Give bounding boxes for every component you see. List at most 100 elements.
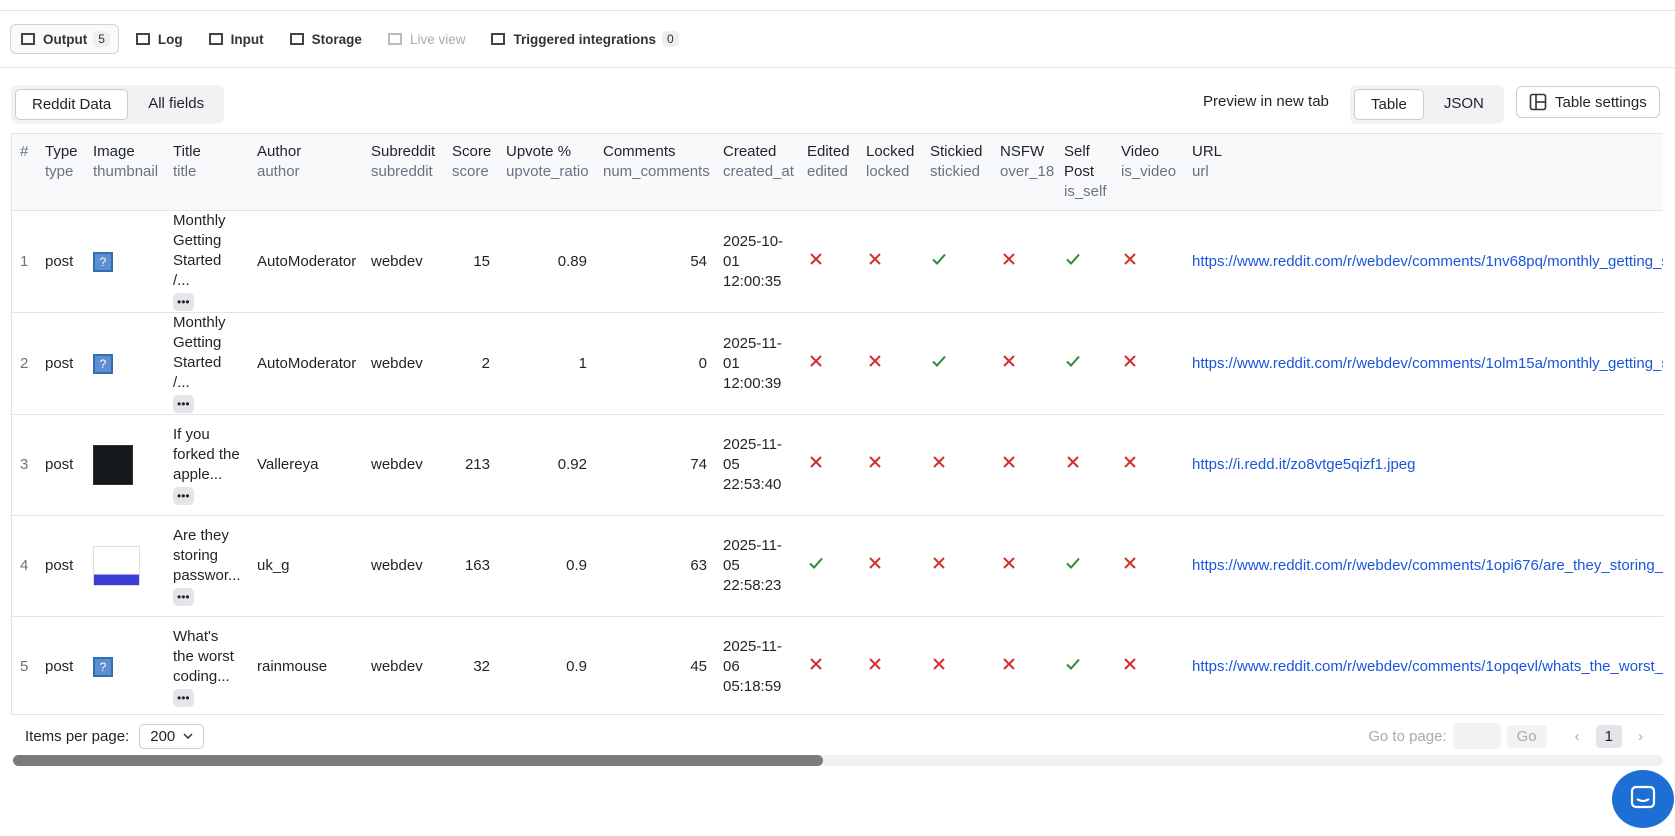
cell-url: https://www.reddit.com/r/webdev/comments… — [1184, 616, 1663, 714]
cell-author: AutoModerator — [249, 312, 363, 415]
tab[interactable]: Live view — [377, 24, 475, 54]
tab-label: Storage — [311, 31, 362, 47]
next-page[interactable]: › — [1638, 727, 1643, 745]
items-value: 200 — [150, 727, 176, 745]
prev-page[interactable]: ‹ — [1574, 727, 1580, 745]
toggle-option[interactable]: All fields — [148, 95, 205, 112]
column-title: Score — [452, 143, 492, 160]
cell-type: post — [37, 210, 85, 313]
column-title: Created — [723, 143, 777, 160]
goto-input[interactable] — [1452, 723, 1501, 749]
tab-icon — [135, 33, 150, 45]
cell-stickied — [922, 210, 992, 313]
cell-edited — [799, 312, 858, 415]
cell-edited — [799, 414, 858, 516]
table-row: 4 post Are they storing passwor... ••• uk_g w… — [12, 515, 1663, 617]
cell-edited — [799, 616, 858, 714]
cell-author: rainmouse — [249, 616, 363, 714]
cell-thumbnail: ? — [85, 616, 165, 714]
column-title: Type — [45, 143, 78, 160]
expand-button[interactable]: ••• — [173, 293, 194, 311]
column-header: Type type — [37, 134, 85, 211]
cell-created: 2025-11-05 22:53:40 — [715, 414, 799, 516]
table-row: 2 post? Monthly Getting Started /... ••• Aut… — [12, 312, 1663, 415]
cell-author: AutoModerator — [249, 210, 363, 313]
title-text: If you forked the apple... — [173, 425, 240, 483]
preview-link[interactable]: Preview in new tab — [1203, 93, 1329, 110]
cross-icon — [810, 456, 822, 468]
cell-over-18 — [992, 312, 1056, 415]
column-header: Author author — [249, 134, 363, 211]
tab[interactable]: Triggered integrations 0 — [480, 24, 687, 54]
expand-button[interactable]: ••• — [173, 395, 194, 413]
toggle-option[interactable]: JSON — [1443, 95, 1484, 112]
items-select[interactable]: 200 — [139, 723, 205, 749]
cell-over-18 — [992, 414, 1056, 516]
column-field: is_video — [1121, 163, 1177, 180]
format-toggle: Table JSON — [1350, 85, 1504, 124]
tab[interactable]: Input — [198, 24, 273, 54]
tab[interactable]: Output 5 — [10, 24, 119, 54]
scrollbar[interactable] — [13, 755, 1663, 766]
column-header: Stickied stickied — [922, 134, 992, 211]
cell-type: post — [37, 515, 85, 617]
cell-created: 2025-11-05 22:58:23 — [715, 515, 799, 617]
cell-type: post — [37, 414, 85, 516]
cell-type: post — [37, 616, 85, 714]
column-field: edited — [807, 163, 848, 180]
column-header: Locked locked — [858, 134, 922, 211]
table-settings-button[interactable]: Table settings — [1516, 86, 1660, 118]
cell-upvote-ratio: 1 — [498, 312, 595, 415]
url-link[interactable]: https://i.redd.it/zo8vtge5qizf1.jpeg — [1192, 456, 1416, 473]
cross-icon — [1124, 557, 1136, 569]
url-link[interactable]: https://www.reddit.com/r/webdev/comments… — [1192, 557, 1663, 574]
toggle-option[interactable]: Table — [1354, 89, 1424, 120]
toggle-option[interactable]: Reddit Data — [15, 89, 129, 120]
page-button[interactable]: 1 — [1595, 724, 1622, 748]
tab-icon — [491, 33, 506, 45]
url-link[interactable]: https://www.reddit.com/r/webdev/comments… — [1192, 658, 1663, 675]
tab-count: 0 — [662, 31, 679, 47]
row-number: 3 — [12, 414, 37, 516]
column-title: Upvote % — [506, 143, 572, 160]
go-button[interactable]: Go — [1506, 724, 1547, 748]
tab[interactable]: Log — [125, 24, 192, 54]
cell-over-18 — [992, 616, 1056, 714]
thumbnail-placeholder: ? — [93, 251, 113, 272]
cell-locked — [858, 515, 922, 617]
column-field: over_18 — [1000, 163, 1055, 180]
cell-locked — [858, 312, 922, 415]
cross-icon — [1003, 557, 1015, 569]
scrollbar-thumb[interactable] — [13, 755, 823, 766]
cell-score: 163 — [444, 515, 498, 617]
cell-thumbnail: ? — [85, 210, 165, 313]
column-field: type — [45, 163, 74, 180]
tab[interactable]: Storage — [279, 24, 371, 54]
cross-icon — [869, 658, 881, 670]
column-header: Subreddit subreddit — [363, 134, 444, 211]
expand-button[interactable]: ••• — [173, 688, 194, 707]
column-title: Comments — [603, 143, 676, 160]
cross-icon — [1003, 456, 1015, 468]
url-link[interactable]: https://www.reddit.com/r/webdev/comments… — [1192, 252, 1663, 270]
cross-icon — [933, 557, 945, 569]
column-header: Created created_at — [715, 134, 799, 211]
title-text: What's the worst coding... — [173, 627, 234, 685]
expand-button[interactable]: ••• — [173, 587, 194, 606]
cell-num-comments: 74 — [595, 414, 715, 516]
column-field: thumbnail — [93, 163, 159, 180]
cell-edited — [799, 515, 858, 617]
column-title: Subreddit — [371, 143, 436, 160]
url-link[interactable]: https://www.reddit.com/r/webdev/comments… — [1192, 354, 1663, 372]
column-title: NSFW — [1000, 143, 1045, 160]
cell-title: Monthly Getting Started /... ••• — [165, 312, 249, 415]
cell-subreddit: webdev — [363, 414, 444, 516]
column-header: Upvote % upvote_ratio — [498, 134, 595, 211]
cross-icon — [1124, 252, 1136, 265]
cross-icon — [869, 252, 881, 265]
column-title: Locked — [866, 143, 915, 160]
chat-button[interactable] — [1612, 770, 1674, 828]
column-header: Self Post is_self — [1056, 134, 1113, 211]
check-icon — [1066, 658, 1080, 670]
expand-button[interactable]: ••• — [173, 486, 194, 505]
